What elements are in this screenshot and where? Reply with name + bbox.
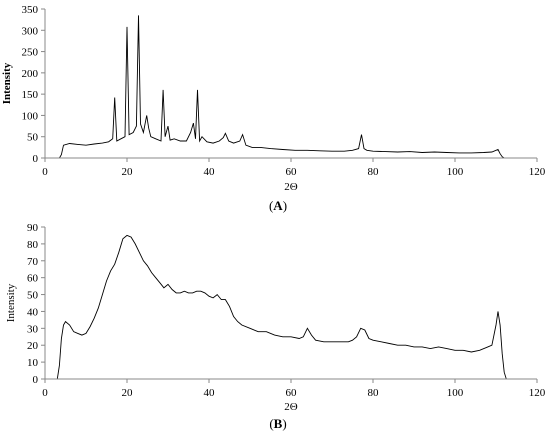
chart-b-ticks: 0 20 40 60 80 100 120 0 10 20 30 40 50 60 70 80 90 [27,222,546,399]
chart-b-x-tick-label: 0 [42,387,48,399]
chart-b-y-tick-label: 50 [27,290,39,302]
chart-b-y-tick-label: 40 [27,306,39,318]
chart-b-x-tick-label: 100 [447,387,464,399]
chart-a-y-tick-label: 300 [22,25,39,37]
chart-a-y-tick-label: 0 [33,153,39,165]
chart-b-y-tick-label: 20 [27,340,39,352]
chart-b-y-tick-label: 90 [27,222,39,234]
chart-a-x-tick-label: 80 [368,166,380,178]
chart-b-series-line [56,234,507,380]
chart-b-y-tick-label: 0 [33,374,39,386]
chart-b-y-tick-label: 80 [27,239,39,251]
chart-a-y-tick-label: 100 [22,110,39,122]
chart-a-y-tick-label: 150 [22,89,39,101]
chart-a-x-tick-label: 40 [204,166,216,178]
chart-b-x-tick-label: 80 [368,387,380,399]
chart-b-x-tick-label: 20 [122,387,134,399]
chart-b-y-tick-label: 10 [27,357,39,369]
chart-b-x-tick-label: 60 [286,387,298,399]
chart-a-y-axis-title: Intensity [1,62,13,104]
chart-b-panel-letter: B [274,416,283,431]
chart-a-x-tick-label: 0 [42,166,48,178]
chart-a-y-tick-label: 350 [22,4,39,16]
chart-a-x-tick-label: 20 [122,166,134,178]
chart-b-x-tick-label: 40 [204,387,216,399]
chart-a-y-tick-label: 200 [22,68,39,80]
chart-a-panel-letter: A [273,198,283,213]
chart-a-x-tick-label: 100 [447,166,464,178]
chart-b-y-tick-label: 60 [27,273,39,285]
chart-a-x-tick-label: 60 [286,166,298,178]
chart-a-series-line [59,15,505,159]
chart-a-ticks: 0 20 40 60 80 100 120 0 50 100 150 200 250 300 350 [22,4,546,178]
chart-a-y-tick-label: 50 [27,132,39,144]
chart-a-x-tick-label: 120 [529,166,546,178]
chart-a-x-axis-title: 2Θ [284,181,298,193]
chart-a-y-tick-label: 250 [22,47,39,59]
chart-b-y-tick-label: 70 [27,256,39,268]
chart-b: 0 20 40 60 80 100 120 0 10 20 30 40 50 60 70 80 90 2Θ In… [5,222,546,431]
chart-b-x-tick-label: 120 [529,387,546,399]
chart-b-x-axis-title: 2Θ [284,401,298,413]
chart-a-panel-label: (A) [269,198,287,213]
chart-b-y-axis-title: Intensity [5,283,17,322]
chart-b-y-tick-label: 30 [27,323,39,335]
chart-b-panel-label: (B) [269,416,286,431]
